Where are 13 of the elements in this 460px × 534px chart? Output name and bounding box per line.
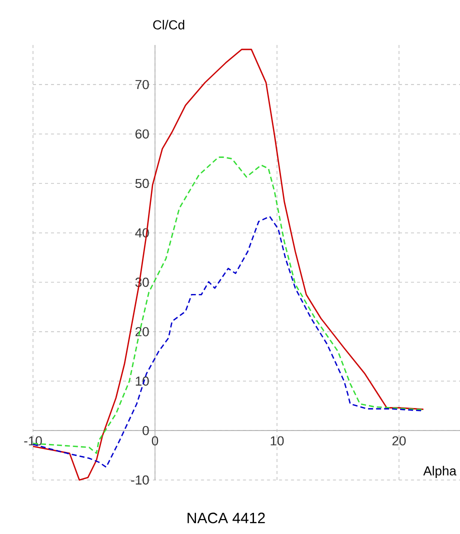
y-tick-label: 60 bbox=[136, 129, 149, 139]
y-axis-title: Cl/Cd bbox=[153, 20, 184, 30]
text: NACA 4412 bbox=[188, 512, 265, 524]
x-tick-label: 10 bbox=[270, 436, 284, 446]
y-tick-label: -10 bbox=[131, 475, 149, 485]
y-tick-label: 20 bbox=[136, 327, 149, 336]
y-tick-label: 0 bbox=[142, 426, 149, 436]
x-tick-label: -10 bbox=[24, 436, 42, 446]
x-tick-label: 0 bbox=[152, 436, 158, 446]
x-axis-title: Alpha bbox=[423, 466, 456, 478]
y-tick-label: 70 bbox=[136, 80, 149, 90]
x-tick-label: 20 bbox=[392, 436, 406, 446]
y-tick-label: 50 bbox=[135, 178, 149, 188]
